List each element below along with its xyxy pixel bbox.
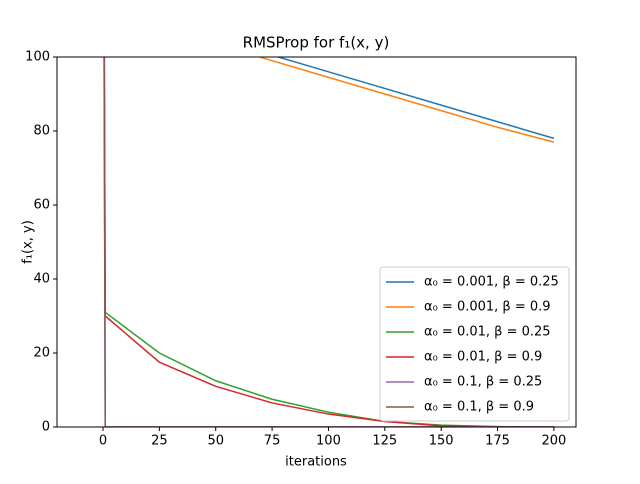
x-tick-label: 125 [372,434,397,449]
series-line [256,57,555,143]
x-tick-label: 50 [207,434,224,449]
x-tick-label: 25 [151,434,168,449]
y-tick-label: 80 [33,124,50,139]
x-tick-label: 75 [264,434,281,449]
legend-label: α₀ = 0.01, β = 0.9 [424,350,542,365]
x-tick-label: 150 [429,434,454,449]
axes-frame [56,56,577,428]
x-tick-label: 100 [316,434,341,449]
y-tick-label: 0 [42,420,50,435]
y-tick-label: 20 [33,346,50,361]
chart-title: RMSProp for f₁(x, y) [243,34,390,52]
x-tick-label: 200 [541,434,566,449]
series-line [275,57,555,140]
legend-label: α₀ = 0.001, β = 0.9 [424,300,551,315]
legend-label: α₀ = 0.1, β = 0.9 [424,400,534,415]
y-axis-label: f₁(x, y) [21,220,36,264]
plot-area [103,57,555,427]
x-axis-label: iterations [285,455,347,470]
legend-label: α₀ = 0.01, β = 0.25 [424,325,551,340]
legend-box [379,266,570,422]
x-tick-label: 175 [485,434,510,449]
legend-label: α₀ = 0.1, β = 0.25 [424,375,542,390]
y-tick-label: 100 [25,50,50,65]
legend-label: α₀ = 0.001, β = 0.25 [424,275,559,290]
y-tick-label: 60 [33,198,50,213]
y-tick-label: 40 [33,272,50,287]
x-tick-label: 0 [99,434,107,449]
